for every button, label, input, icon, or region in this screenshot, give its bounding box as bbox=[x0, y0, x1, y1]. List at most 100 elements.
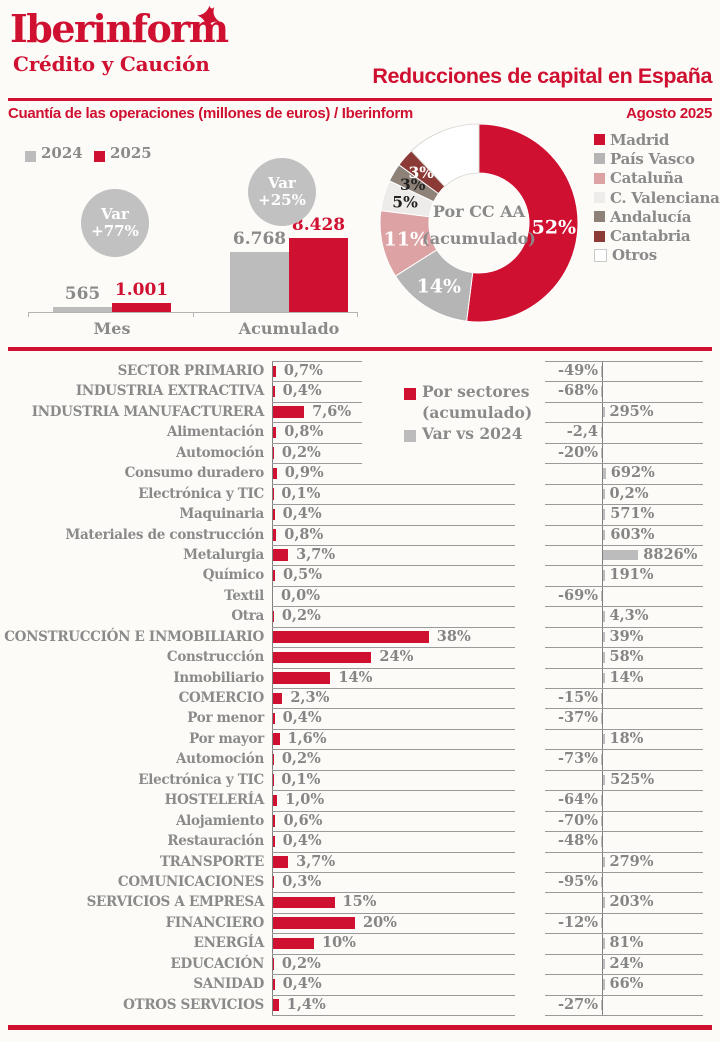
var-bar bbox=[603, 468, 606, 479]
left-grid-line bbox=[272, 483, 515, 485]
pct-bar bbox=[273, 815, 276, 827]
sector-label: Inmobiliario bbox=[173, 669, 264, 686]
pct-value: 0,4% bbox=[282, 975, 322, 993]
var-value: 525% bbox=[610, 770, 655, 788]
legend-swatch bbox=[594, 153, 605, 165]
pct-bar bbox=[273, 672, 331, 684]
var-bubble-1: Var +25% bbox=[248, 158, 316, 226]
left-grid-line bbox=[272, 994, 515, 996]
var-value: 14% bbox=[609, 668, 644, 686]
period-label: Agosto 2025 bbox=[626, 105, 712, 122]
left-grid-line bbox=[272, 810, 515, 812]
regions-donut-chart: 52%14%11%5%3%3%Por CC AA(acumulado) bbox=[379, 123, 579, 323]
var-value: -73% bbox=[558, 750, 598, 768]
pct-value: 0,2% bbox=[281, 750, 321, 768]
pct-bar bbox=[273, 385, 275, 398]
right-grid-line bbox=[545, 892, 703, 894]
pct-bar bbox=[273, 529, 277, 541]
left-grid-line bbox=[272, 565, 515, 567]
pct-bar bbox=[273, 610, 274, 623]
var-bar bbox=[603, 938, 605, 949]
var-value: -95% bbox=[558, 872, 598, 890]
sector-label: EDUCACIÓN bbox=[170, 955, 265, 972]
sector-label: Restauración bbox=[167, 833, 264, 850]
var-bubble-0: Var +77% bbox=[81, 189, 149, 257]
sector-label: Otra bbox=[231, 608, 264, 625]
sector-label: Textil bbox=[224, 587, 264, 604]
left-grid-line bbox=[272, 667, 515, 669]
legend-label: Cataluña bbox=[610, 169, 684, 188]
right-grid-line bbox=[545, 483, 703, 485]
category-label-Mes: Mes bbox=[93, 319, 131, 338]
var-value: -2,4 bbox=[566, 423, 598, 441]
var-bar bbox=[600, 386, 602, 397]
left-grid-line bbox=[272, 606, 515, 608]
right-grid-line bbox=[545, 626, 703, 628]
pct-value: 0,4% bbox=[282, 505, 322, 523]
pct-value: 0,8% bbox=[284, 423, 324, 441]
left-grid-line bbox=[272, 1015, 515, 1016]
sector-legend-line-1: Por sectores bbox=[422, 382, 530, 401]
pct-value: 0,1% bbox=[281, 770, 321, 788]
var-value: 203% bbox=[609, 893, 654, 911]
var-value: 18% bbox=[609, 729, 644, 747]
legend-item-Cataluña: Cataluña bbox=[594, 169, 720, 188]
pct-value: 7,6% bbox=[312, 402, 352, 420]
sector-label: Metalurgia bbox=[183, 546, 264, 563]
legend-label: Andalucía bbox=[610, 207, 692, 226]
left-grid-line bbox=[272, 442, 362, 444]
var-bar bbox=[603, 631, 605, 643]
left-grid-line bbox=[272, 790, 515, 792]
legend-swatch bbox=[594, 230, 605, 242]
var-bar bbox=[600, 999, 602, 1011]
pct-value: 3,7% bbox=[296, 545, 336, 563]
sectors-bar-chart: SECTOR PRIMARIO 0,7% -49% INDUSTRIA EXTRACT… bbox=[0, 361, 720, 1017]
legend-label-2025: 2025 bbox=[110, 144, 152, 162]
sector-label: Automoción bbox=[176, 444, 264, 461]
right-grid-line bbox=[545, 422, 703, 424]
var-value: -70% bbox=[558, 811, 598, 829]
right-grid-line bbox=[545, 381, 703, 383]
legend-swatch-2024 bbox=[25, 151, 36, 162]
var-bubble-line: Var bbox=[268, 174, 296, 192]
sector-legend-line-2: (acumulado) bbox=[422, 403, 533, 422]
pct-bar bbox=[273, 569, 276, 582]
right-grid-line bbox=[545, 442, 703, 444]
sector-label: Consumo duradero bbox=[124, 465, 265, 482]
donut-slice-Madrid bbox=[466, 123, 579, 323]
left-grid-line bbox=[272, 401, 362, 403]
pct-bar bbox=[273, 549, 289, 561]
legend-swatch bbox=[594, 134, 605, 146]
donut-slice-value: 11% bbox=[384, 228, 429, 250]
left-grid-line bbox=[272, 892, 515, 894]
left-grid-line bbox=[272, 504, 515, 506]
right-grid-line bbox=[545, 688, 703, 689]
pct-value: 0,3% bbox=[282, 872, 322, 890]
var-bar bbox=[603, 856, 605, 867]
right-grid-line bbox=[545, 463, 703, 465]
var-value: 603% bbox=[610, 525, 655, 543]
pct-value: 14% bbox=[338, 668, 373, 686]
sector-label: ENERGÍA bbox=[193, 935, 265, 952]
var-value: 81% bbox=[609, 934, 644, 952]
sector-label: FINANCIERO bbox=[165, 914, 265, 931]
left-grid-line bbox=[272, 912, 515, 914]
left-grid-line bbox=[272, 974, 515, 976]
right-grid-line bbox=[545, 504, 703, 506]
var-bar bbox=[603, 733, 605, 745]
left-grid-line bbox=[272, 585, 515, 587]
pct-bar bbox=[273, 753, 274, 766]
donut-slice-Otros bbox=[410, 123, 480, 188]
section-divider bbox=[8, 347, 712, 351]
pct-value: 10% bbox=[322, 934, 356, 952]
chart-subtitle: Cuantía de las operaciones (millones de … bbox=[8, 105, 413, 122]
sector-label: Electrónica y TIC bbox=[138, 771, 264, 788]
var-bar bbox=[603, 958, 605, 970]
legend-swatch bbox=[594, 211, 605, 223]
pct-value: 20% bbox=[363, 913, 397, 931]
operations-bar-chart: 2024 2025 565 1.001 Mes 6.768 8.428 Acumulado Va… bbox=[0, 125, 372, 347]
var-value: 66% bbox=[609, 975, 644, 993]
right-grid-line bbox=[545, 606, 703, 608]
legend-item-Madrid: Madrid bbox=[594, 130, 720, 149]
